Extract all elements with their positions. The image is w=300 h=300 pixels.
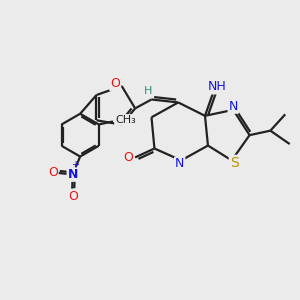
Text: CH₃: CH₃	[115, 115, 136, 125]
Text: N: N	[229, 100, 238, 113]
Text: O: O	[69, 190, 79, 202]
Text: H: H	[144, 85, 153, 96]
Text: +: +	[71, 160, 79, 170]
Text: N: N	[68, 168, 78, 181]
Text: O: O	[124, 151, 134, 164]
Text: S: S	[230, 156, 239, 170]
Text: O: O	[110, 77, 120, 90]
Text: O: O	[48, 167, 58, 179]
Text: NH: NH	[208, 80, 226, 94]
Text: N: N	[175, 158, 184, 170]
